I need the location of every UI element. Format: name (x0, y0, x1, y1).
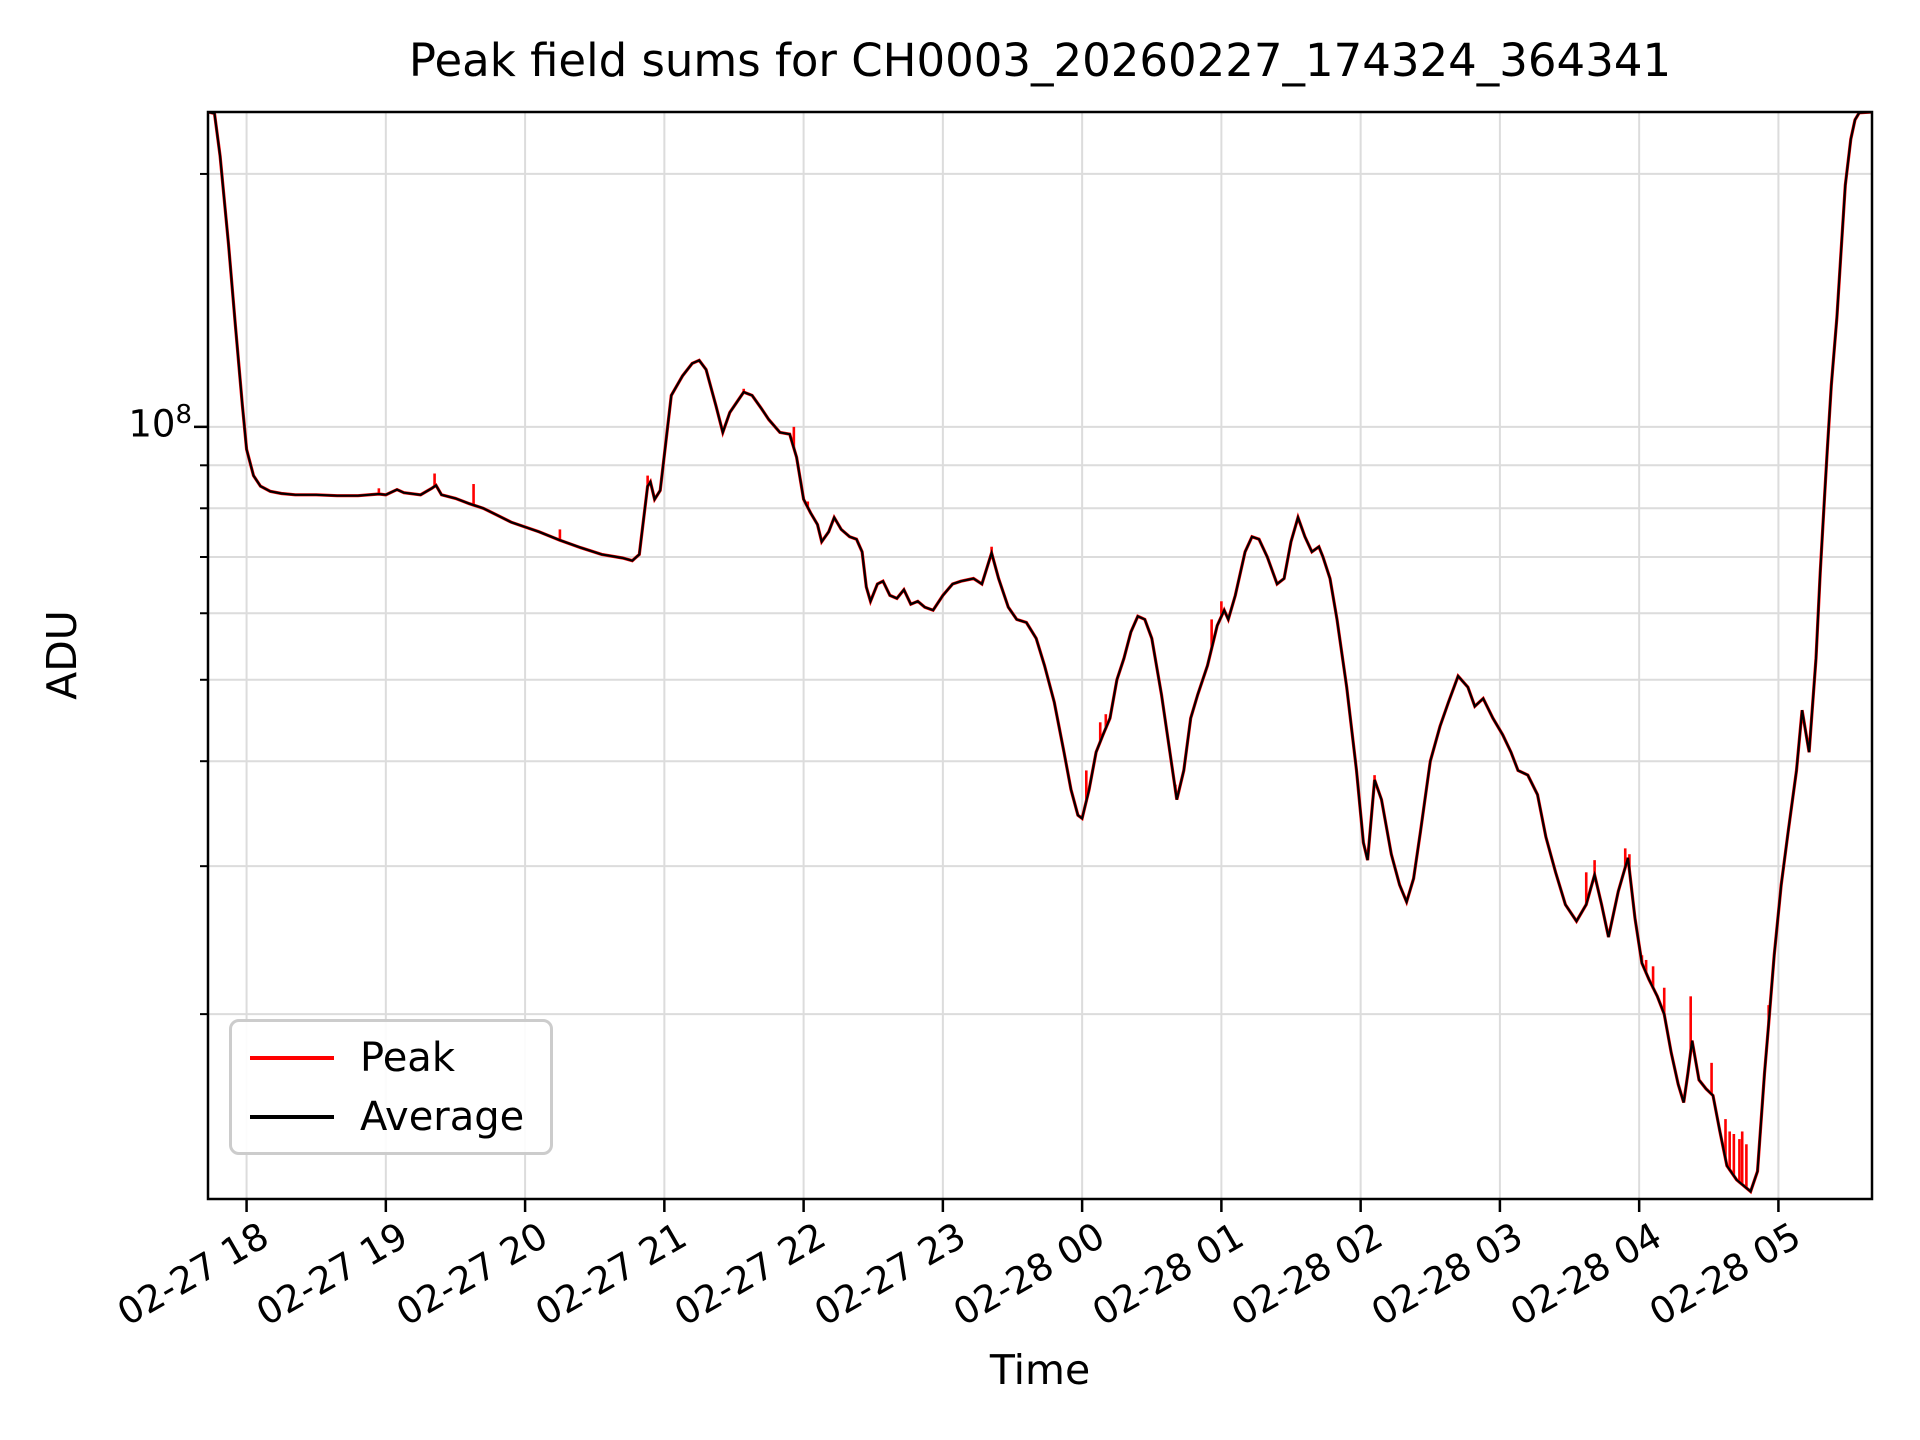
x-axis-label: Time (989, 1346, 1091, 1394)
plot-border (206, 110, 1874, 1201)
average-line (208, 112, 1872, 1194)
legend-label: Average (360, 1093, 525, 1140)
legend-row: Peak (250, 1038, 540, 1078)
legend-line-sample (250, 1055, 334, 1060)
y-axis-major-tick-label: 108 (128, 399, 192, 446)
y-axis-label: ADU (38, 610, 86, 700)
y-tick-exponent: 8 (175, 399, 192, 430)
legend-row: Average (250, 1097, 540, 1137)
legend-line-sample (250, 1114, 334, 1119)
chart-title: Peak field sums for CH0003_20260227_1743… (408, 34, 1672, 87)
legend-label: Peak (360, 1034, 455, 1081)
legend: Peak Average (229, 1019, 553, 1155)
